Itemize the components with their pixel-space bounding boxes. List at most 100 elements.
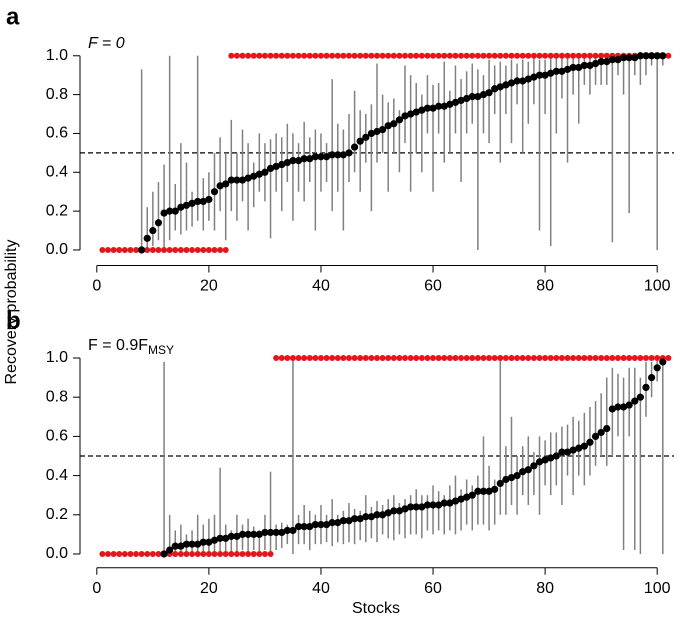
data-point bbox=[194, 550, 201, 557]
data-point bbox=[491, 354, 498, 361]
data-point bbox=[491, 485, 499, 493]
data-point bbox=[457, 96, 465, 105]
data-point bbox=[418, 354, 425, 361]
data-point bbox=[384, 122, 392, 130]
data-point bbox=[451, 98, 460, 106]
data-point bbox=[581, 52, 588, 59]
data-point bbox=[519, 52, 526, 59]
data-point bbox=[200, 246, 207, 253]
data-point bbox=[452, 52, 459, 59]
data-point bbox=[357, 52, 364, 59]
data-point bbox=[592, 52, 599, 59]
y-tick-label: 1.0 bbox=[46, 47, 68, 64]
data-point bbox=[228, 550, 235, 557]
data-point bbox=[508, 52, 515, 59]
data-point bbox=[222, 246, 229, 253]
data-point bbox=[586, 61, 594, 70]
data-point bbox=[306, 155, 314, 163]
data-point bbox=[647, 52, 656, 60]
data-point bbox=[166, 246, 173, 253]
data-point bbox=[155, 246, 162, 253]
data-point bbox=[474, 92, 482, 101]
data-point bbox=[457, 495, 465, 503]
data-point bbox=[423, 501, 432, 509]
data-point bbox=[99, 550, 106, 557]
data-point bbox=[379, 52, 386, 59]
data-point bbox=[166, 546, 174, 554]
data-point bbox=[603, 354, 610, 361]
data-point bbox=[507, 79, 516, 87]
data-point bbox=[513, 471, 521, 480]
data-point bbox=[188, 199, 196, 207]
data-point bbox=[620, 354, 627, 361]
data-point bbox=[469, 354, 476, 361]
x-axis-label: Stocks bbox=[352, 600, 400, 617]
data-point bbox=[558, 67, 566, 75]
data-point bbox=[367, 513, 375, 521]
data-point bbox=[311, 153, 319, 161]
data-point bbox=[261, 52, 268, 59]
data-point bbox=[283, 158, 291, 167]
data-point bbox=[222, 550, 229, 557]
data-point bbox=[138, 550, 145, 557]
data-point bbox=[648, 354, 655, 361]
data-point bbox=[261, 550, 268, 557]
data-point bbox=[317, 153, 325, 161]
data-point bbox=[530, 73, 538, 81]
x-tick-label: 20 bbox=[200, 278, 218, 295]
data-point bbox=[171, 542, 179, 550]
data-point bbox=[222, 534, 230, 542]
data-point bbox=[625, 401, 633, 409]
data-point bbox=[413, 52, 420, 59]
data-point bbox=[441, 354, 448, 361]
data-point bbox=[508, 354, 515, 361]
data-point bbox=[390, 52, 397, 59]
x-tick-label: 80 bbox=[536, 580, 554, 597]
data-point bbox=[166, 207, 174, 215]
data-point bbox=[149, 246, 156, 253]
data-point bbox=[636, 52, 644, 60]
data-point bbox=[418, 52, 425, 59]
data-point bbox=[541, 456, 549, 464]
data-point bbox=[435, 52, 442, 59]
data-point bbox=[519, 354, 526, 361]
data-point bbox=[468, 92, 476, 101]
data-point bbox=[144, 550, 151, 557]
data-point bbox=[402, 52, 409, 59]
data-point bbox=[547, 354, 554, 361]
data-point bbox=[205, 246, 212, 253]
data-point bbox=[362, 513, 370, 521]
data-point bbox=[536, 52, 543, 59]
data-point bbox=[300, 522, 308, 531]
data-point bbox=[211, 246, 218, 253]
data-point bbox=[423, 104, 432, 112]
x-tick-label: 40 bbox=[312, 278, 330, 295]
data-point bbox=[177, 203, 185, 211]
data-point bbox=[368, 354, 375, 361]
data-point bbox=[653, 364, 661, 372]
data-point bbox=[295, 52, 302, 59]
data-point bbox=[267, 52, 274, 59]
data-point bbox=[642, 383, 650, 391]
data-point bbox=[395, 507, 404, 515]
data-point bbox=[407, 52, 414, 59]
data-point bbox=[603, 424, 611, 433]
data-point bbox=[659, 52, 667, 60]
data-point bbox=[468, 491, 476, 499]
data-point bbox=[541, 71, 549, 79]
data-point bbox=[289, 52, 296, 59]
data-point bbox=[143, 234, 151, 242]
y-tick-label: 0.2 bbox=[46, 506, 68, 523]
data-point bbox=[216, 182, 224, 190]
data-point bbox=[217, 550, 224, 557]
data-point bbox=[238, 176, 247, 184]
data-point bbox=[261, 528, 269, 537]
data-point bbox=[530, 354, 537, 361]
data-point bbox=[519, 468, 527, 476]
y-tick-label: 0.6 bbox=[46, 428, 68, 445]
data-point bbox=[458, 52, 465, 59]
data-point bbox=[356, 515, 364, 523]
annotation-main: F = 0.9F bbox=[88, 337, 148, 354]
data-point bbox=[177, 542, 185, 550]
data-point bbox=[289, 526, 297, 535]
